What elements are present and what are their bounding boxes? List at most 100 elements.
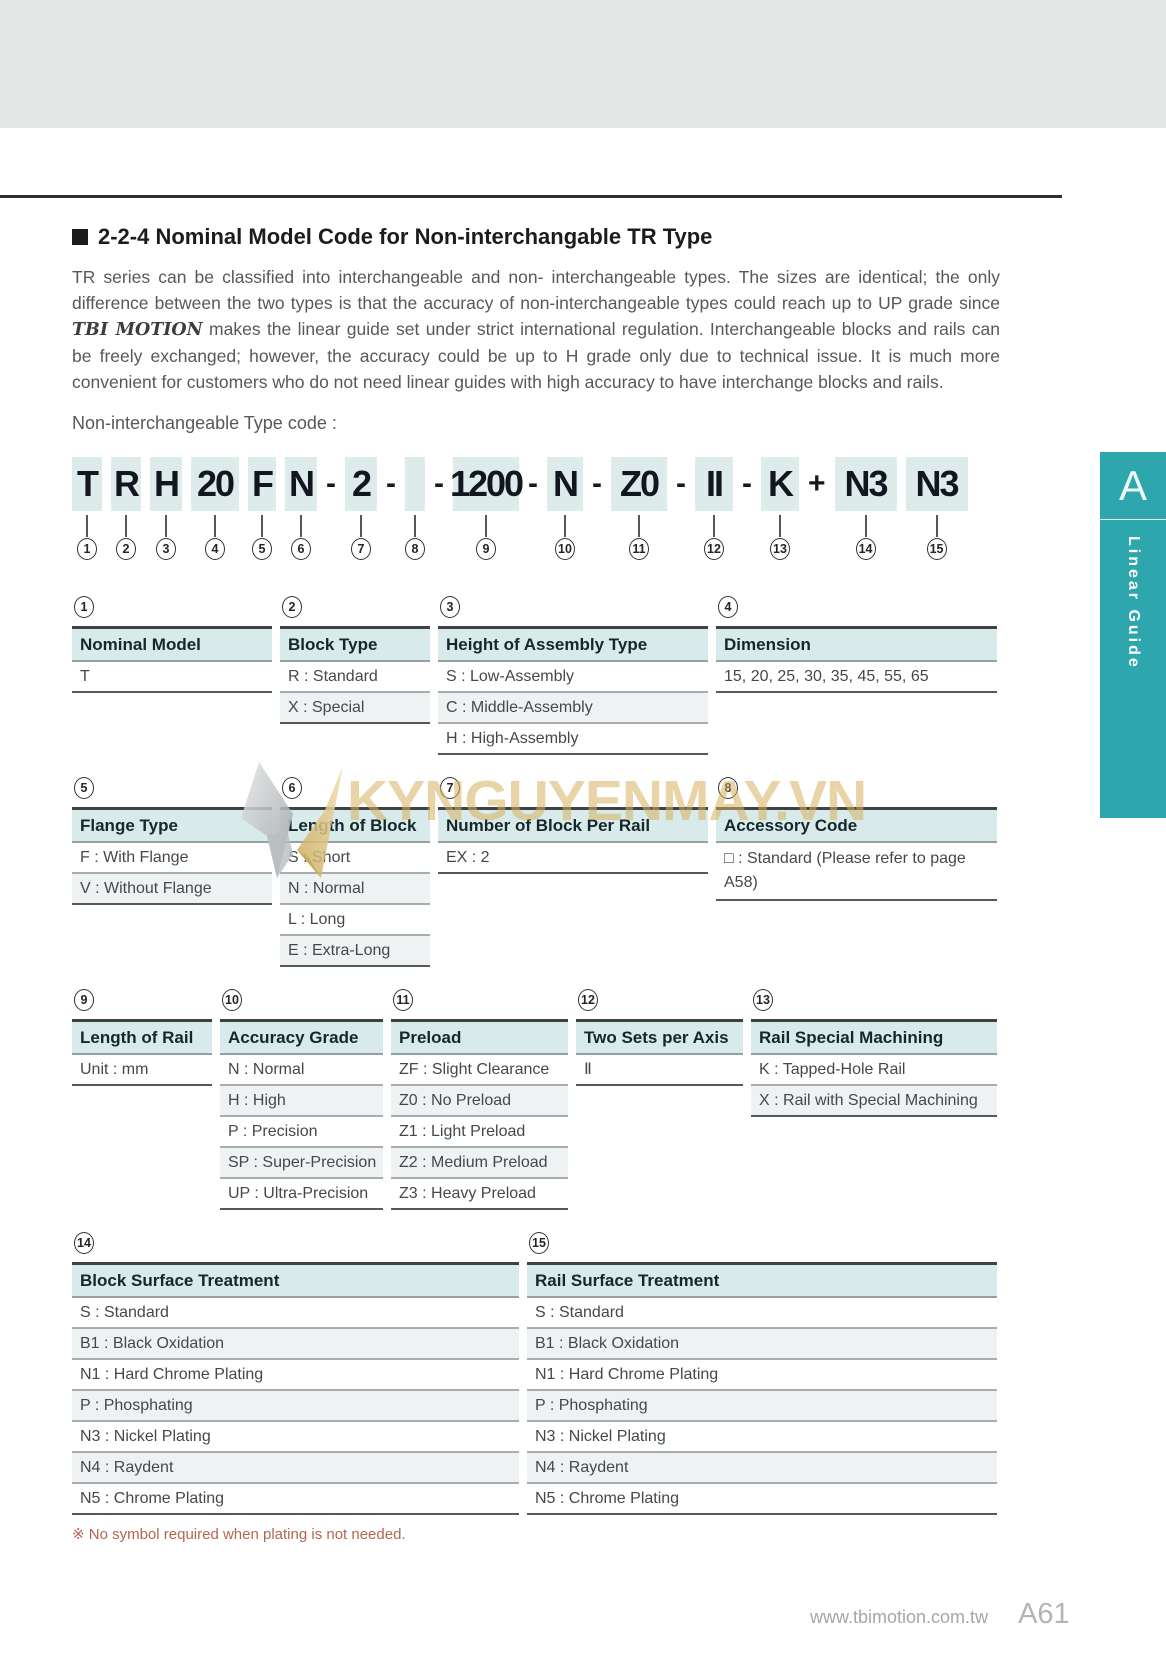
code-field-table: 2 Block Type R : Standard X : Special: [280, 595, 430, 724]
table-marker: 13: [753, 988, 773, 1011]
code-box: 20: [191, 456, 239, 511]
table-row: V : Without Flange: [72, 873, 272, 905]
intro-text-after: makes the linear guide set under strict …: [72, 319, 1000, 392]
table-row: S : Short: [280, 842, 430, 874]
connector-line: [165, 514, 167, 537]
table-row: Unit : mm: [72, 1054, 212, 1086]
table-marker: 4: [718, 595, 738, 618]
table: Height of Assembly Type S : Low-Assembly C…: [438, 625, 708, 755]
code-position-marker: 2: [116, 537, 136, 560]
connector-line: [564, 514, 566, 537]
code-box: 2: [345, 456, 377, 511]
table-marker: 2: [282, 595, 302, 618]
table-row: Z0 : No Preload: [391, 1085, 568, 1117]
table-header: Height of Assembly Type: [438, 628, 708, 662]
table-marker: 15: [529, 1231, 549, 1254]
table-row: N3 : Nickel Plating: [72, 1421, 519, 1453]
table-row: N3 : Nickel Plating: [527, 1421, 997, 1453]
table-row: Z3 : Heavy Preload: [391, 1178, 568, 1210]
code-field-table: 15 Rail Surface Treatment S : Standard B1 :…: [527, 1231, 997, 1515]
code-box: Z0: [611, 456, 667, 511]
table-header: Preload: [391, 1021, 568, 1055]
table: Dimension 15, 20, 25, 30, 35, 45, 55, 65: [716, 625, 997, 693]
table-marker: 3: [440, 595, 460, 618]
table-group: 1 Nominal Model T 2 Block Type R : Standard X …: [72, 595, 1000, 755]
intro-paragraph: TR series can be classified into interch…: [72, 264, 1000, 395]
code-field-table: 10 Accuracy Grade N : Normal H : High P : Pr…: [220, 988, 383, 1210]
code-field-table: 14 Block Surface Treatment S : Standard B1 …: [72, 1231, 519, 1515]
table-marker: 11: [393, 988, 413, 1011]
model-code-row: T 1 R 2 H 3 20 4 F 5 N 6-2 7-8-1200 9- N 10- Z0 11- II 12- K…: [72, 456, 1000, 560]
section-title-row: 2-2-4 Nominal Model Code for Non-interch…: [72, 222, 1000, 252]
code-position: 20 4: [191, 456, 239, 560]
code-field-table: 8 Accessory Code □ : Standard (Please refe…: [716, 776, 997, 901]
table-row: X : Rail with Special Machining: [751, 1085, 997, 1117]
code-position-marker: 1: [77, 537, 97, 560]
table: Number of Block Per Rail EX : 2: [438, 806, 708, 874]
code-position: II 12: [695, 456, 733, 560]
table-row: P : Precision: [220, 1116, 383, 1148]
table-row: ZF : Slight Clearance: [391, 1054, 568, 1086]
table-row: N1 : Hard Chrome Plating: [527, 1359, 997, 1391]
table-group: 5 Flange Type F : With Flange V : Without F…: [72, 776, 1000, 967]
intro-text-before: TR series can be classified into interch…: [72, 267, 1000, 313]
code-field-table: 5 Flange Type F : With Flange V : Without F…: [72, 776, 272, 905]
section-title: 2-2-4 Nominal Model Code for Non-interch…: [98, 224, 713, 249]
code-position-marker: 8: [405, 537, 425, 560]
connector-line: [935, 514, 938, 537]
brand-name: TBI MOTION: [72, 320, 203, 340]
table-row: H : High-Assembly: [438, 723, 708, 755]
connector-line: [86, 514, 88, 537]
code-position-marker: 4: [205, 537, 225, 560]
code-field-table: 11 Preload ZF : Slight Clearance Z0 : No Pr…: [391, 988, 568, 1210]
code-position-marker: 7: [351, 537, 371, 560]
table-header: Block Type: [280, 628, 430, 662]
code-position-marker: 3: [156, 537, 176, 560]
table-row: N : Normal: [220, 1054, 383, 1086]
table-header: Rail Special Machining: [751, 1021, 997, 1055]
code-position: 8: [405, 456, 425, 560]
code-box: II: [695, 456, 733, 511]
table: Preload ZF : Slight Clearance Z0 : No Prel…: [391, 1018, 568, 1210]
table-row: K : Tapped-Hole Rail: [751, 1054, 997, 1086]
code-box: F: [248, 456, 276, 511]
code-position: Z0 11: [611, 456, 667, 560]
table-header: Accessory Code: [716, 809, 997, 843]
table-row: X : Special: [280, 692, 430, 724]
code-separator-dash: -: [676, 466, 686, 500]
table-row: N5 : Chrome Plating: [72, 1483, 519, 1515]
chapter-label: Linear Guide: [1125, 536, 1142, 670]
table-row: N5 : Chrome Plating: [527, 1483, 997, 1515]
code-separator-dash: -: [592, 466, 602, 500]
table-row: N4 : Raydent: [527, 1452, 997, 1484]
table-row: SP : Super-Precision: [220, 1147, 383, 1179]
code-box: 1200: [450, 456, 524, 511]
code-position-marker: 6: [291, 537, 311, 560]
table-row: S : Standard: [527, 1297, 997, 1329]
table-header: Rail Surface Treatment: [527, 1264, 997, 1298]
connector-line: [300, 514, 302, 537]
chapter-label-wrap: Linear Guide: [1100, 520, 1166, 670]
table-marker: 7: [440, 776, 460, 799]
plating-footnote: ※ No symbol required when plating is not…: [72, 1525, 406, 1543]
code-field-table: 6 Length of Block S : Short N : Normal L : L…: [280, 776, 430, 967]
code-separator-dash: -: [386, 466, 396, 500]
table-header: Block Surface Treatment: [72, 1264, 519, 1298]
code-field-table: 3 Height of Assembly Type S : Low-Assembly…: [438, 595, 708, 755]
table: Flange Type F : With Flange V : Without Fl…: [72, 806, 272, 905]
code-position: N3 15: [905, 456, 968, 560]
table-header: Accuracy Grade: [220, 1021, 383, 1055]
code-box: R: [111, 456, 141, 511]
table-marker: 1: [74, 595, 94, 618]
table-marker: 5: [74, 776, 94, 799]
code-intro-label: Non-interchangeable Type code :: [72, 412, 337, 433]
table: Accuracy Grade N : Normal H : High P : Prec…: [220, 1018, 383, 1210]
table: Rail Surface Treatment S : Standard B1 : B…: [527, 1261, 997, 1515]
